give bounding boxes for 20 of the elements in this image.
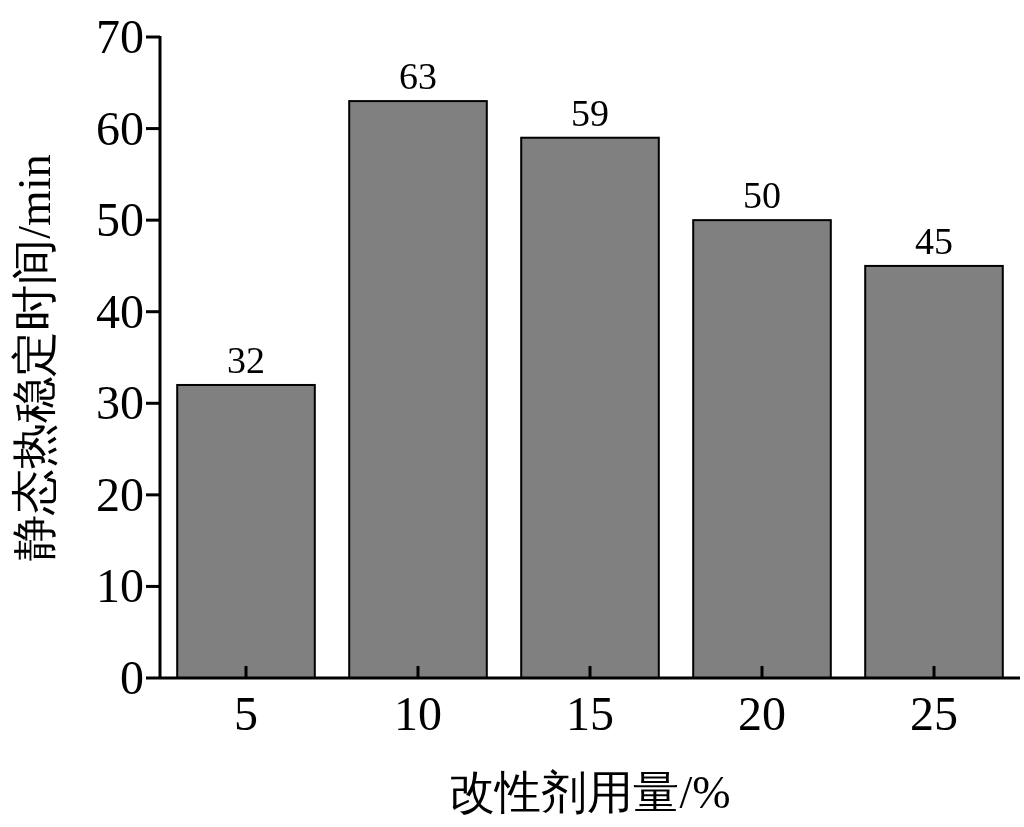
y-tick-label: 0 bbox=[120, 651, 144, 704]
y-tick-label: 60 bbox=[96, 101, 144, 155]
y-tick-label: 30 bbox=[96, 376, 144, 430]
x-tick-label: 10 bbox=[394, 687, 442, 740]
y-tick-label: 70 bbox=[96, 10, 144, 63]
data-label: 63 bbox=[399, 55, 437, 98]
x-tick-label: 25 bbox=[910, 687, 958, 740]
y-tick-label: 50 bbox=[96, 193, 144, 247]
data-label: 50 bbox=[743, 174, 781, 217]
data-label: 32 bbox=[227, 338, 265, 381]
y-tick-label: 20 bbox=[96, 467, 144, 521]
data-label: 59 bbox=[571, 91, 609, 134]
x-tick-label: 5 bbox=[234, 687, 258, 740]
x-tick-label: 15 bbox=[566, 687, 614, 740]
y-tick-label: 10 bbox=[96, 559, 144, 613]
x-axis-title: 改性剂用量/% bbox=[449, 767, 731, 818]
data-label: 45 bbox=[915, 219, 953, 262]
y-tick-label: 40 bbox=[96, 284, 144, 338]
x-tick-label: 20 bbox=[738, 687, 786, 740]
y-axis-title: 静态热稳定时间/min bbox=[9, 154, 60, 561]
